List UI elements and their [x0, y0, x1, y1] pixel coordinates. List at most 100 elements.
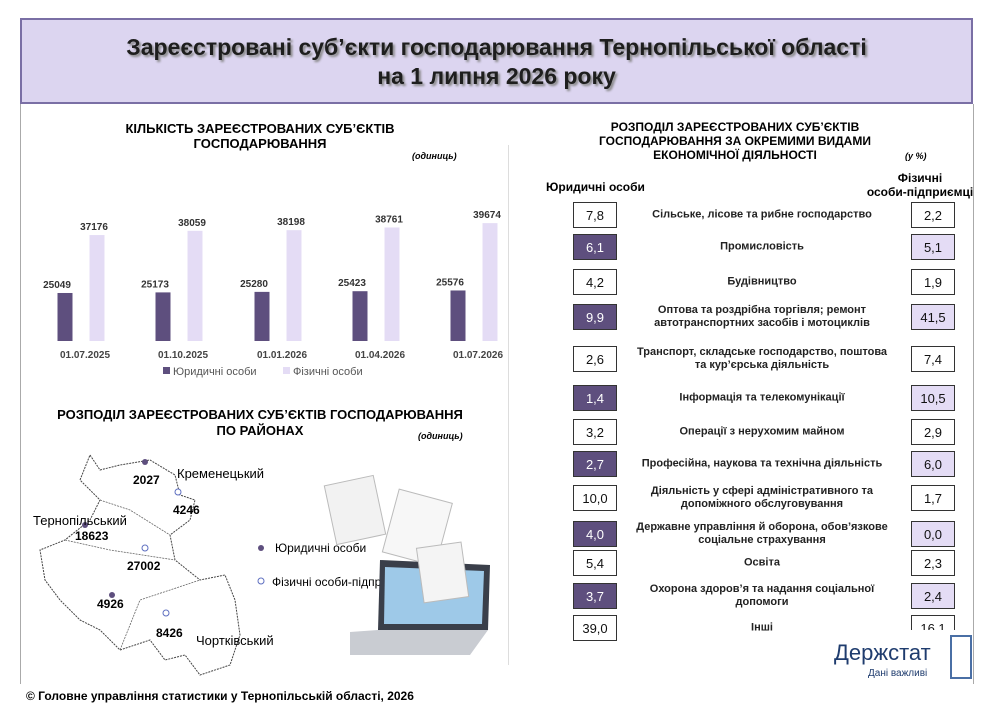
marker — [141, 544, 149, 552]
border — [973, 104, 974, 684]
legal-share: 3,7 — [573, 583, 617, 609]
map-title-line: ПО РАЙОНАХ — [216, 423, 304, 438]
map-number: 8426 — [156, 626, 183, 640]
activity: Промисловість — [720, 240, 804, 253]
activity: Сільське, лісове та рибне господарство — [652, 208, 872, 221]
map-number: 2027 — [133, 473, 160, 487]
bar — [352, 291, 368, 341]
bar — [254, 291, 270, 341]
activity: Інформація та телекомунікації — [679, 391, 845, 404]
activity: Діяльність у сфері адміністративного та … — [650, 485, 874, 510]
table-title: РОЗПОДІЛ ЗАРЕЄСТРОВАНИХ СУБ’ЄКТІВ ГОСПОД… — [540, 120, 930, 162]
legal-share: 4,2 — [573, 269, 617, 295]
legend-label: Фізичні особи-підприємці — [272, 575, 412, 589]
column-header-line: особи-підприємці — [866, 185, 974, 199]
activity: Професійна, наукова та технічна діяльніс… — [641, 457, 883, 470]
individual-share: 2,3 — [911, 550, 955, 576]
marker — [82, 522, 88, 528]
legend-label: Фізичні особи — [293, 366, 363, 378]
logo-tagline: Дані важливі — [868, 668, 928, 679]
logo-mark — [950, 635, 972, 679]
legal-share: 2,6 — [573, 346, 617, 372]
legal-share: 39,0 — [573, 615, 617, 641]
data-label: 38198 — [277, 217, 305, 228]
column-header: Юридичні особи — [546, 180, 645, 194]
individual-share: 1,7 — [911, 485, 955, 511]
laptop-illustration — [323, 474, 490, 655]
x-tick-label: 01.04.2026 — [355, 350, 405, 361]
x-tick-label: 01.07.2026 — [453, 350, 503, 361]
legend-swatch — [283, 367, 290, 374]
legal-share: 7,8 — [573, 202, 617, 228]
activity: Операції з нерухомим майном — [679, 425, 845, 438]
data-label: 38761 — [375, 214, 403, 225]
data-label: 39674 — [473, 210, 501, 221]
header-band — [20, 18, 973, 104]
map-title-line: РОЗПОДІЛ ЗАРЕЄСТРОВАНИХ СУБ’ЄКТІВ ГОСПОД… — [57, 407, 463, 422]
individual-share: 0,0 — [911, 521, 955, 547]
map-number: 4246 — [173, 503, 200, 517]
legal-share: 1,4 — [573, 385, 617, 411]
bar — [286, 230, 302, 341]
logo-name: Держстат — [834, 640, 931, 665]
divider — [508, 145, 509, 665]
district-label: Чортківський — [196, 633, 274, 648]
unit: (у %) — [905, 151, 927, 161]
legal-share: 2,7 — [573, 451, 617, 477]
bar — [155, 292, 171, 341]
individual-share: 5,1 — [911, 234, 955, 260]
bar — [89, 235, 105, 341]
activity: Освіта — [744, 556, 780, 569]
bar — [187, 230, 203, 341]
legend-marker — [258, 545, 264, 551]
individual-share: 6,0 — [911, 451, 955, 477]
map-number: 27002 — [127, 559, 161, 573]
unit: (одиниць) — [412, 151, 457, 161]
data-label: 38059 — [178, 218, 206, 229]
legal-share: 4,0 — [573, 521, 617, 547]
data-label: 25049 — [43, 280, 71, 291]
footer: © Головне управління статистики у Терноп… — [26, 689, 414, 703]
district-label: Кременецький — [177, 466, 264, 481]
activity: Оптова та роздрібна торгівля; ремонт авт… — [654, 304, 870, 329]
table-title-line: ЕКОНОМІЧНОЇ ДІЯЛЬНОСТІ — [653, 148, 817, 162]
map: Кременецький Тернопільський Чортківський… — [33, 453, 490, 676]
individual-share: 7,4 — [911, 346, 955, 372]
data-label: 25423 — [338, 278, 366, 289]
data-label: 25173 — [141, 279, 169, 290]
individual-share: 10,5 — [911, 385, 955, 411]
title-line: Зареєстровані суб’єкти господарювання Те… — [126, 34, 867, 60]
marker — [162, 609, 170, 617]
legend-label: Юридичні особи — [173, 366, 257, 378]
column-header: Фізичні особи-підприємці — [860, 171, 980, 199]
table-title-line: РОЗПОДІЛ ЗАРЕЄСТРОВАНИХ СУБ’ЄКТІВ — [610, 120, 860, 134]
title-line: на 1 липня 2026 року — [377, 63, 616, 89]
district-borders — [64, 499, 201, 651]
table-title-line: ГОСПОДАРЮВАННЯ ЗА ОКРЕМИМИ ВИДАМИ — [599, 134, 871, 148]
activity: Державне управління й оборона, обов’язко… — [636, 521, 888, 546]
bar — [384, 227, 400, 341]
unit: (одиниць) — [418, 431, 463, 441]
marker — [109, 592, 115, 598]
legal-share: 6,1 — [573, 234, 617, 260]
legend-marker — [257, 577, 265, 585]
individual-share: 2,4 — [911, 583, 955, 609]
map-title: РОЗПОДІЛ ЗАРЕЄСТРОВАНИХ СУБ’ЄКТІВ ГОСПОД… — [40, 407, 480, 439]
individual-share: 1,9 — [911, 269, 955, 295]
bar — [450, 290, 466, 341]
activity: Інші — [751, 621, 773, 634]
legal-share: 9,9 — [573, 304, 617, 330]
border — [20, 104, 21, 684]
marker — [142, 459, 148, 465]
chart-title-line: КІЛЬКІСТЬ ЗАРЕЄСТРОВАНИХ СУБ’ЄКТІВ — [125, 121, 395, 136]
column-header-line: Фізичні — [897, 171, 943, 185]
x-tick-label: 01.01.2026 — [257, 350, 307, 361]
data-label: 37176 — [80, 222, 108, 233]
map-number: 18623 — [75, 529, 109, 543]
bar — [57, 292, 73, 341]
x-tick-label: 01.07.2025 — [60, 350, 110, 361]
x-tick-label: 01.10.2025 — [158, 350, 208, 361]
chart-title-line: ГОСПОДАРЮВАННЯ — [193, 136, 327, 151]
legend-swatch — [163, 367, 170, 374]
